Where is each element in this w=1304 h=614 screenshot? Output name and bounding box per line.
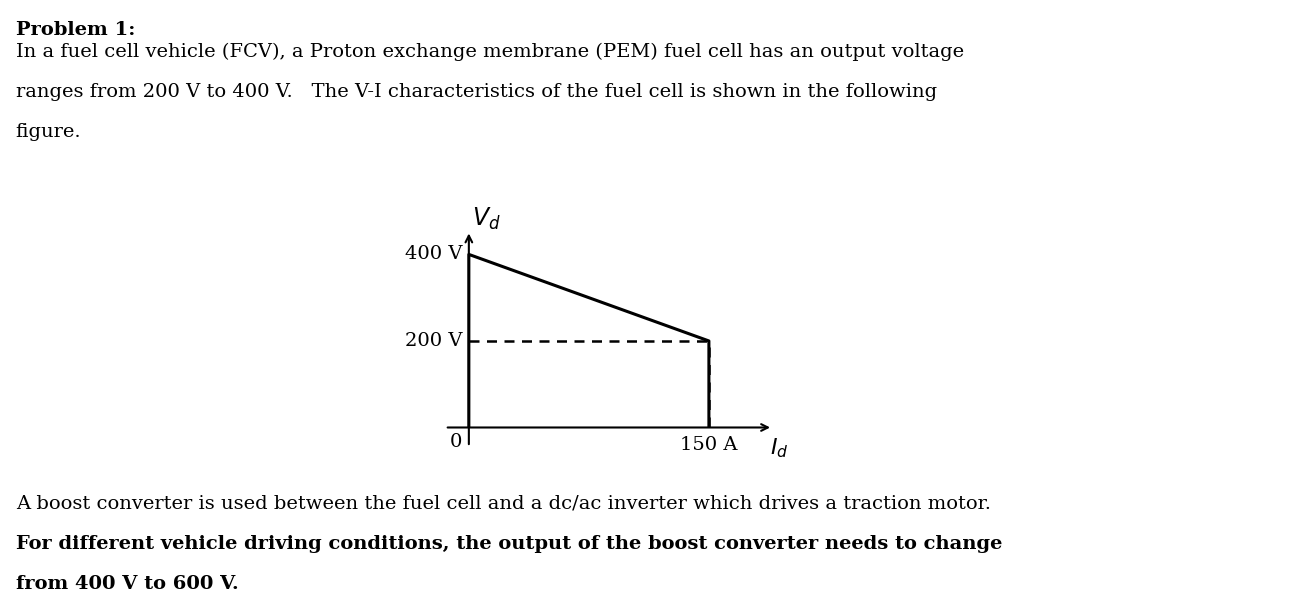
Text: In a fuel cell vehicle (FCV), a Proton exchange membrane (PEM) fuel cell has an : In a fuel cell vehicle (FCV), a Proton e…	[16, 43, 964, 61]
Text: from 400 V to 600 V.: from 400 V to 600 V.	[16, 575, 239, 593]
Text: figure.: figure.	[16, 123, 81, 141]
Text: $\mathit{I}_d$: $\mathit{I}_d$	[769, 436, 788, 460]
Text: ranges from 200 V to 400 V.   The V-I characteristics of the fuel cell is shown : ranges from 200 V to 400 V. The V-I char…	[16, 83, 936, 101]
Text: For different vehicle driving conditions, the output of the boost converter need: For different vehicle driving conditions…	[16, 535, 1001, 553]
Text: 200 V: 200 V	[406, 332, 463, 350]
Text: 0: 0	[450, 433, 463, 451]
Text: 150 A: 150 A	[681, 436, 738, 454]
Text: A boost converter is used between the fuel cell and a dc/ac inverter which drive: A boost converter is used between the fu…	[16, 494, 991, 512]
Text: Problem 1:: Problem 1:	[16, 21, 136, 39]
Text: $\mathit{V}_d$: $\mathit{V}_d$	[472, 206, 501, 232]
Text: 400 V: 400 V	[406, 246, 463, 263]
